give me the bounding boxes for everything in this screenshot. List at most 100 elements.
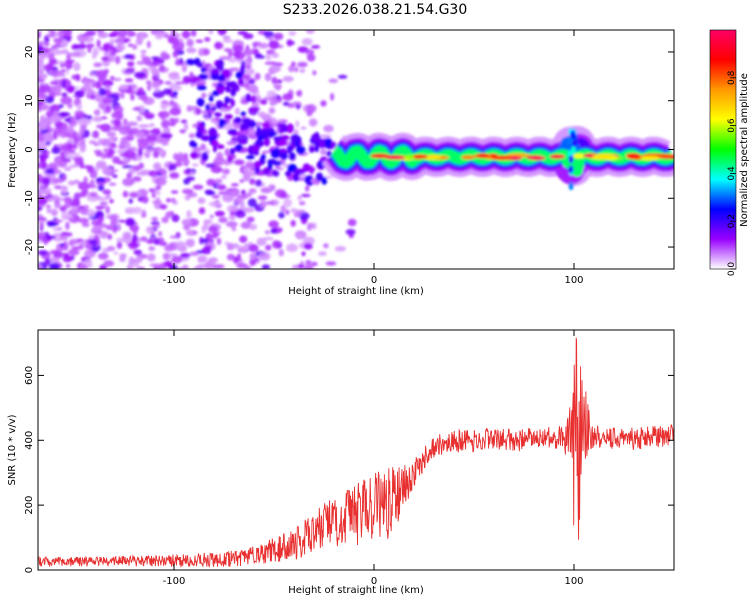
noise-blob (308, 118, 318, 127)
transition-blob (208, 94, 214, 102)
noise-blob (261, 264, 271, 269)
noise-blob (232, 44, 244, 52)
disturbance-blob (571, 146, 576, 155)
noise-blob (273, 32, 284, 41)
noise-blob (109, 38, 115, 45)
noise-blob (222, 35, 231, 39)
noise-blob (190, 30, 197, 37)
snr-series-line (38, 337, 674, 568)
noise-blob (305, 259, 312, 265)
noise-blob (155, 177, 167, 186)
colorbar-tick-label: 0.8 (727, 70, 737, 85)
noise-blob (268, 107, 276, 114)
noise-blob (71, 74, 81, 80)
noise-blob (182, 218, 192, 227)
noise-blob (146, 84, 152, 91)
y-tick-label: 600 (24, 366, 35, 385)
noise-blob (38, 105, 42, 113)
noise-blob (271, 240, 281, 249)
noise-blob (214, 178, 223, 184)
noise-blob (217, 30, 227, 36)
noise-blob (84, 249, 96, 259)
transition-blob (260, 154, 266, 160)
noise-blob (44, 235, 56, 240)
noise-blob (264, 72, 272, 82)
noise-blob (148, 246, 156, 251)
noise-blob (185, 229, 198, 236)
noise-blob (50, 85, 62, 94)
noise-blob (44, 35, 50, 44)
noise-blob (38, 132, 43, 139)
noise-blob (243, 33, 254, 40)
noise-blob (283, 198, 293, 208)
noise-blob (100, 223, 107, 228)
noise-blob (282, 101, 290, 106)
noise-blob (97, 252, 109, 260)
noise-blob (95, 80, 102, 89)
noise-blob (296, 91, 301, 96)
transition-blob (273, 136, 282, 141)
noise-blob (101, 166, 112, 175)
noise-blob (228, 243, 240, 249)
noise-blob (116, 241, 123, 249)
noise-blob (141, 196, 149, 204)
noise-blob (54, 201, 62, 209)
noise-blob (175, 241, 187, 250)
noise-blob (61, 69, 66, 73)
noise-blob (188, 133, 196, 139)
noise-blob (82, 35, 94, 43)
transition-blob (241, 118, 251, 124)
noise-blob (170, 190, 179, 194)
noise-blob (173, 117, 180, 124)
noise-blob (92, 116, 103, 122)
noise-blob (64, 118, 70, 122)
noise-blob (130, 238, 137, 247)
noise-blob (63, 203, 71, 209)
transition-blob (253, 161, 262, 168)
transition-blob (288, 152, 296, 161)
noise-blob (297, 264, 305, 269)
spectrogram-y-axis-label: Frequency (Hz) (7, 112, 18, 188)
noise-blob (209, 214, 214, 219)
noise-blob (121, 165, 134, 169)
noise-blob (249, 84, 259, 94)
noise-blob (216, 151, 224, 161)
noise-blob (56, 132, 61, 138)
noise-blob (240, 221, 252, 229)
noise-blob (49, 249, 61, 255)
noise-blob (38, 219, 44, 224)
transition-blob (201, 151, 209, 162)
noise-blob (88, 140, 97, 145)
noise-blob (229, 211, 236, 216)
noise-blob (248, 188, 257, 194)
noise-blob (312, 70, 317, 76)
noise-blob (174, 161, 183, 167)
noise-blob (112, 174, 118, 178)
noise-blob (167, 72, 178, 78)
noise-blob (93, 109, 101, 116)
noise-blob (47, 208, 58, 214)
noise-blob (158, 231, 163, 237)
noise-blob (140, 94, 148, 101)
noise-blob (278, 249, 284, 257)
transition-blob (210, 73, 220, 81)
noise-blob (106, 226, 113, 231)
transition-blob (294, 136, 302, 142)
x-tick-label: -100 (163, 576, 186, 587)
noise-blob (183, 122, 189, 131)
noise-blob (146, 239, 155, 244)
transition-blob (225, 85, 231, 93)
spectrogram-blobs (38, 30, 674, 269)
noise-blob (323, 243, 329, 249)
noise-blob (328, 78, 339, 84)
noise-blob (247, 198, 257, 208)
noise-blob (267, 184, 276, 191)
noise-blob (196, 263, 207, 269)
noise-blob (111, 169, 119, 173)
noise-blob (93, 142, 100, 147)
transition-blob (296, 145, 306, 155)
noise-blob (65, 153, 73, 159)
noise-blob (218, 191, 227, 195)
noise-blob (160, 102, 168, 110)
noise-blob (189, 171, 196, 176)
